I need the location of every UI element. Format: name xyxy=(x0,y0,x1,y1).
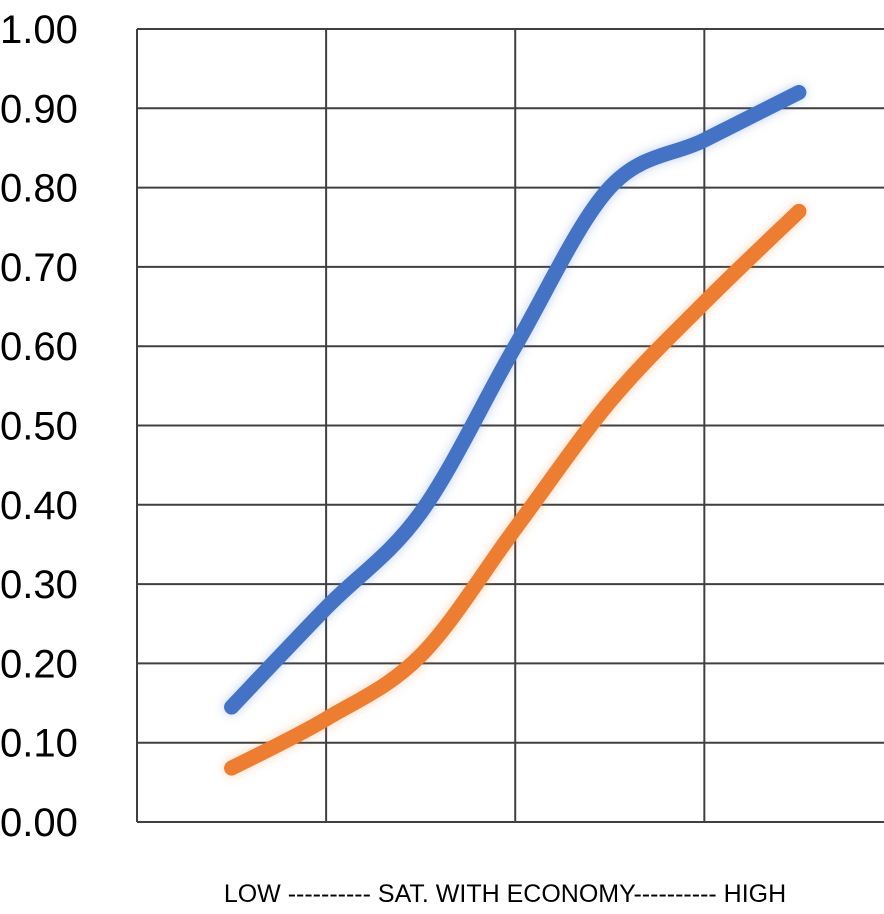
y-tick-label: 0.80 xyxy=(0,167,78,211)
grid xyxy=(136,28,884,823)
y-tick-label: 0.30 xyxy=(0,563,78,607)
series-line-1 xyxy=(224,84,807,715)
y-tick-label: 1.00 xyxy=(0,8,78,52)
series-line-2 xyxy=(224,203,807,776)
x-axis-label: LOW ---------- SAT. WITH ECONOMY--------… xyxy=(224,880,786,908)
series-group xyxy=(224,84,807,776)
y-tick-label: 0.90 xyxy=(0,87,78,131)
y-tick-label: 0.60 xyxy=(0,325,78,369)
y-tick-label: 0.10 xyxy=(0,722,78,766)
y-tick-label: 0.70 xyxy=(0,246,78,290)
y-axis-ticks: 0.00 0.10 0.20 0.30 0.40 0.50 0.60 0.70 0.80 0.90… xyxy=(0,8,78,845)
y-tick-label: 0.40 xyxy=(0,484,78,528)
y-tick-label: 0.00 xyxy=(0,801,78,845)
y-tick-label: 0.20 xyxy=(0,642,78,686)
y-tick-label: 0.50 xyxy=(0,405,78,449)
